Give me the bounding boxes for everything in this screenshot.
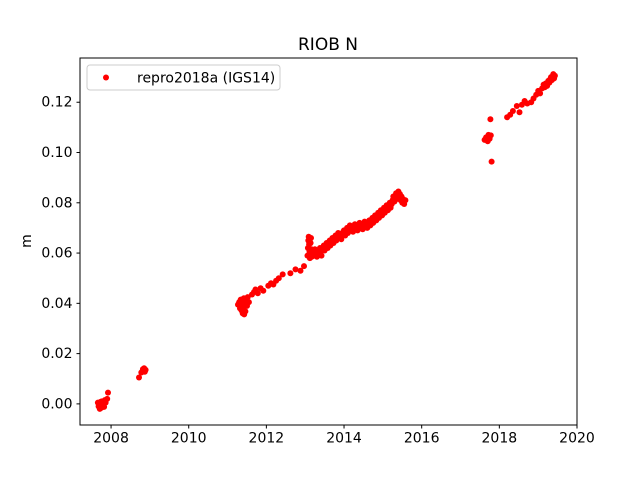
x-tick-label: 2016 xyxy=(404,431,440,447)
scatter-point xyxy=(245,299,252,306)
scatter-point xyxy=(136,374,142,381)
scatter-point xyxy=(318,252,325,259)
x-axis-ticks: 2008 2010 2012 2014 2016 2018 2020 xyxy=(93,425,595,447)
y-tick-label: 0.06 xyxy=(41,246,72,262)
scatter-point xyxy=(308,235,314,241)
scatter-point xyxy=(301,263,307,270)
scatter-point xyxy=(279,271,286,278)
plot-area xyxy=(79,57,578,426)
scatter-point xyxy=(516,109,523,116)
y-axis-label: m xyxy=(19,234,35,248)
scatter-point xyxy=(487,132,494,139)
scatter-point xyxy=(402,197,409,204)
x-tick-label: 2014 xyxy=(326,431,362,447)
x-tick-label: 2018 xyxy=(482,431,518,447)
scatter-point xyxy=(292,266,299,273)
scatter-point xyxy=(307,240,314,246)
chart-title: RIOB N xyxy=(298,35,358,55)
legend: repro2018a (IGS14) xyxy=(86,64,281,91)
legend-label: repro2018a (IGS14) xyxy=(137,71,275,87)
scatter-point xyxy=(551,72,558,79)
scatter-point xyxy=(513,103,520,109)
scatter-point xyxy=(142,366,149,373)
y-tick-label: 0.12 xyxy=(41,95,72,111)
scatter-point xyxy=(242,308,249,315)
x-tick-label: 2012 xyxy=(249,431,285,447)
scatter-point xyxy=(104,395,111,402)
legend-marker-icon xyxy=(103,74,109,81)
scatter-point xyxy=(487,116,494,123)
scatter-point xyxy=(244,294,251,301)
scatter-point xyxy=(297,267,304,274)
x-tick-label: 2020 xyxy=(559,431,595,447)
y-tick-label: 0.04 xyxy=(41,296,72,312)
data-points xyxy=(94,71,558,412)
scatter-point xyxy=(105,389,111,396)
scatter-point xyxy=(275,275,282,282)
x-tick-label: 2008 xyxy=(93,431,129,447)
scatter-point xyxy=(254,290,261,297)
y-tick-label: 0.10 xyxy=(41,145,72,161)
y-axis-ticks: 0.00 0.02 0.04 0.06 0.08 0.10 0.12 xyxy=(41,95,80,412)
scatter-point xyxy=(509,108,516,114)
x-tick-label: 2010 xyxy=(171,431,207,447)
scatter-point xyxy=(260,287,267,294)
y-tick-label: 0.00 xyxy=(41,396,72,412)
y-tick-label: 0.08 xyxy=(41,195,72,211)
scatter-point xyxy=(287,270,294,277)
scatter-point xyxy=(488,158,495,165)
legend-box xyxy=(86,64,281,91)
scatter-point xyxy=(537,90,544,97)
y-tick-label: 0.02 xyxy=(41,346,72,362)
